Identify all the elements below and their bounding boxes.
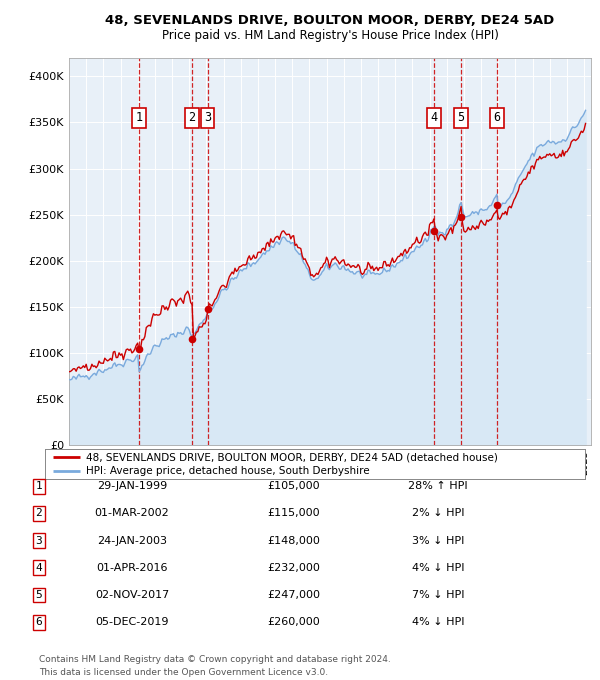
Text: 02-NOV-2017: 02-NOV-2017 xyxy=(95,590,169,600)
Text: HPI: Average price, detached house, South Derbyshire: HPI: Average price, detached house, Sout… xyxy=(86,466,369,476)
Text: 24-JAN-2003: 24-JAN-2003 xyxy=(97,536,167,545)
Text: 3: 3 xyxy=(35,536,43,545)
Text: 01-APR-2016: 01-APR-2016 xyxy=(96,563,168,573)
Text: 5: 5 xyxy=(458,112,465,124)
Text: £232,000: £232,000 xyxy=(268,563,320,573)
Text: 6: 6 xyxy=(35,617,43,627)
Text: 4: 4 xyxy=(430,112,437,124)
Text: 2: 2 xyxy=(188,112,196,124)
Text: This data is licensed under the Open Government Licence v3.0.: This data is licensed under the Open Gov… xyxy=(39,668,328,677)
Text: 28% ↑ HPI: 28% ↑ HPI xyxy=(408,481,468,491)
Text: 05-DEC-2019: 05-DEC-2019 xyxy=(95,617,169,627)
Text: 01-MAR-2002: 01-MAR-2002 xyxy=(95,509,169,518)
Text: Contains HM Land Registry data © Crown copyright and database right 2024.: Contains HM Land Registry data © Crown c… xyxy=(39,655,391,664)
Text: £148,000: £148,000 xyxy=(268,536,320,545)
Text: 6: 6 xyxy=(493,112,500,124)
Text: 4% ↓ HPI: 4% ↓ HPI xyxy=(412,617,464,627)
Text: 4% ↓ HPI: 4% ↓ HPI xyxy=(412,563,464,573)
Text: £115,000: £115,000 xyxy=(268,509,320,518)
Text: Price paid vs. HM Land Registry's House Price Index (HPI): Price paid vs. HM Land Registry's House … xyxy=(161,29,499,41)
Text: 29-JAN-1999: 29-JAN-1999 xyxy=(97,481,167,491)
Text: 1: 1 xyxy=(136,112,143,124)
Text: 1: 1 xyxy=(35,481,43,491)
Text: 5: 5 xyxy=(35,590,43,600)
Text: 4: 4 xyxy=(35,563,43,573)
Text: 48, SEVENLANDS DRIVE, BOULTON MOOR, DERBY, DE24 5AD: 48, SEVENLANDS DRIVE, BOULTON MOOR, DERB… xyxy=(106,14,554,27)
Text: £260,000: £260,000 xyxy=(268,617,320,627)
Text: 2: 2 xyxy=(35,509,43,518)
Text: 3% ↓ HPI: 3% ↓ HPI xyxy=(412,536,464,545)
Text: 7% ↓ HPI: 7% ↓ HPI xyxy=(412,590,464,600)
Text: 48, SEVENLANDS DRIVE, BOULTON MOOR, DERBY, DE24 5AD (detached house): 48, SEVENLANDS DRIVE, BOULTON MOOR, DERB… xyxy=(86,452,497,462)
Text: £105,000: £105,000 xyxy=(268,481,320,491)
Text: 3: 3 xyxy=(204,112,211,124)
Text: £247,000: £247,000 xyxy=(268,590,320,600)
Text: 2% ↓ HPI: 2% ↓ HPI xyxy=(412,509,464,518)
